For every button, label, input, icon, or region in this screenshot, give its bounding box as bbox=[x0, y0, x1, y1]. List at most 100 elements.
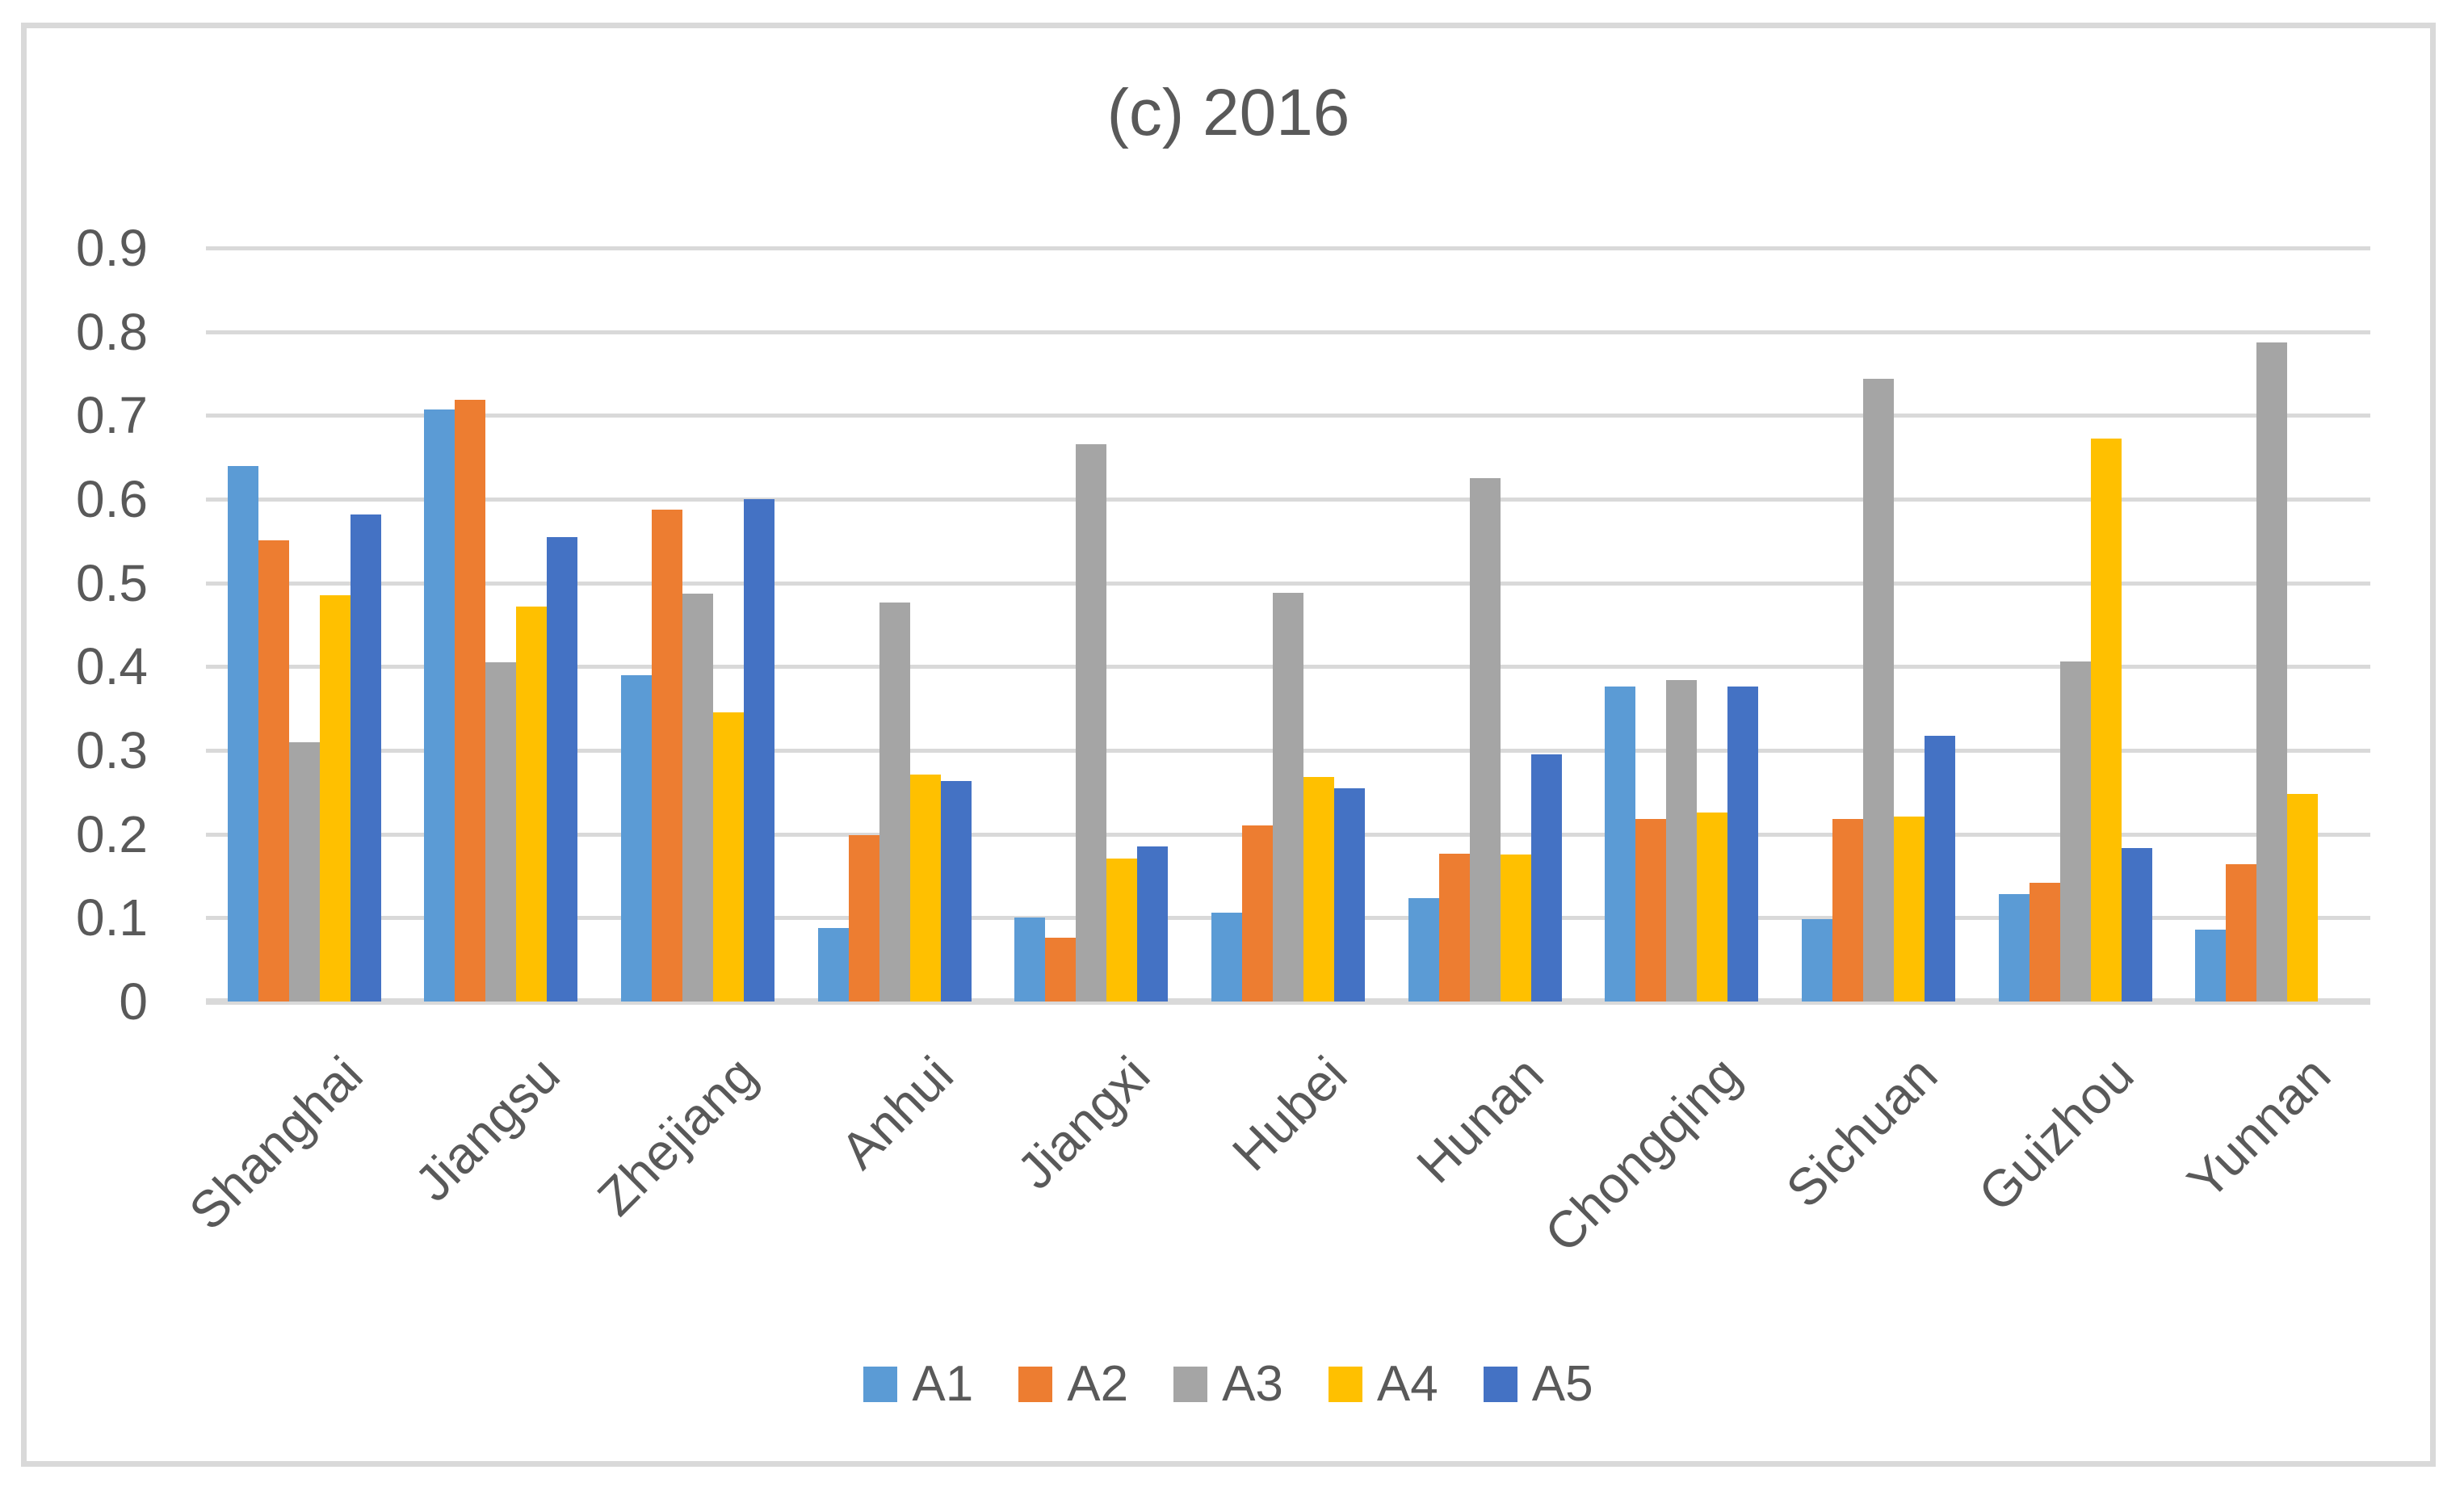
y-axis-tick-label: 0.6 bbox=[76, 470, 148, 528]
y-axis-tick-label: 0.3 bbox=[76, 721, 148, 779]
bar-A1-Hunan bbox=[1408, 898, 1439, 1002]
x-axis-category-label: Sichuan bbox=[1774, 1045, 1949, 1219]
gridline bbox=[206, 581, 2370, 586]
bar-A4-Hubei bbox=[1303, 777, 1334, 1002]
bar-A5-Anhui bbox=[940, 781, 972, 1002]
bar-A4-Shanghai bbox=[319, 595, 351, 1002]
x-axis-category-label: Yunnan bbox=[2176, 1045, 2342, 1211]
bar-A3-Guizhou bbox=[2059, 661, 2091, 1002]
x-axis-category-label: Chongqing bbox=[1533, 1045, 1752, 1263]
bar-A5-Guizhou bbox=[2121, 848, 2152, 1002]
bar-A5-Hunan bbox=[1530, 754, 1562, 1002]
bar-A5-Shanghai bbox=[350, 514, 381, 1002]
bar-A1-Chongqing bbox=[1605, 687, 1636, 1002]
bar-A5-Chongqing bbox=[1727, 687, 1759, 1002]
y-axis-tick-label: 0.2 bbox=[76, 804, 148, 863]
bar-A2-Chongqing bbox=[1635, 819, 1667, 1002]
legend-label-A5: A5 bbox=[1531, 1356, 1593, 1412]
bar-A1-Anhui bbox=[817, 928, 849, 1002]
plot-area bbox=[206, 246, 2370, 1005]
bar-A4-Chongqing bbox=[1697, 813, 1728, 1002]
legend-label-A2: A2 bbox=[1067, 1356, 1129, 1412]
bar-A3-Chongqing bbox=[1666, 680, 1698, 1002]
bar-A3-Shanghai bbox=[288, 742, 320, 1002]
y-axis-tick-label: 0.9 bbox=[76, 219, 148, 277]
bar-A1-Yunnan bbox=[2195, 930, 2227, 1002]
bar-A3-Hubei bbox=[1273, 593, 1303, 1002]
y-axis-tick-label: 0.7 bbox=[76, 386, 148, 445]
bar-A1-Zhejiang bbox=[621, 675, 653, 1002]
chart-figure: (c) 2016 0.9 0.8 0.7 0.6 0.5 0.4 0.3 0.2 0.1 0 Sh… bbox=[21, 23, 2436, 1467]
bar-A4-Sichuan bbox=[1893, 817, 1925, 1002]
bar-A1-Sichuan bbox=[1801, 919, 1832, 1002]
y-axis-tick-label: 0.1 bbox=[76, 888, 148, 947]
chart-title: (c) 2016 bbox=[1106, 76, 1350, 149]
bar-A2-Zhejiang bbox=[652, 510, 683, 1002]
legend-item-A3[interactable]: A3 bbox=[1173, 1359, 1283, 1409]
legend-swatch-A3-icon bbox=[1173, 1367, 1208, 1402]
y-axis-tick-label: 0.4 bbox=[76, 637, 148, 696]
gridline bbox=[206, 414, 2370, 418]
x-axis-line bbox=[206, 998, 2370, 1005]
y-axis-tick-label: 0 bbox=[119, 972, 148, 1031]
bar-A4-Anhui bbox=[909, 775, 941, 1002]
legend: A1 A2 A3 A4 A5 bbox=[27, 1359, 2430, 1409]
bar-A1-Jiangxi bbox=[1014, 918, 1046, 1002]
bar-A5-Hubei bbox=[1334, 788, 1365, 1002]
bar-A5-Zhejiang bbox=[744, 499, 775, 1002]
bar-A3-Yunnan bbox=[2256, 342, 2288, 1002]
bar-A1-Guizhou bbox=[1998, 894, 2030, 1002]
legend-swatch-A1-icon bbox=[863, 1367, 898, 1402]
bar-A2-Sichuan bbox=[1832, 819, 1863, 1002]
legend-swatch-A2-icon bbox=[1018, 1367, 1053, 1402]
gridline bbox=[206, 330, 2370, 334]
bar-A2-Hunan bbox=[1438, 854, 1470, 1002]
bar-A2-Shanghai bbox=[258, 540, 289, 1002]
bar-A3-Sichuan bbox=[1862, 379, 1894, 1002]
bar-A3-Jiangsu bbox=[485, 662, 517, 1002]
x-axis-category-label: Hubei bbox=[1220, 1045, 1358, 1182]
bar-A3-Hunan bbox=[1469, 478, 1501, 1002]
x-axis-category-label: Anhui bbox=[829, 1045, 964, 1180]
x-axis-category-label: Guizhou bbox=[1967, 1045, 2145, 1223]
bar-A3-Jiangxi bbox=[1076, 444, 1107, 1002]
bar-A1-Hubei bbox=[1211, 913, 1242, 1002]
bar-A5-Jiangsu bbox=[547, 537, 578, 1002]
bar-A2-Jiangxi bbox=[1045, 938, 1077, 1002]
bar-A2-Yunnan bbox=[2226, 864, 2257, 1002]
bar-A4-Yunnan bbox=[2287, 794, 2319, 1002]
legend-item-A1[interactable]: A1 bbox=[863, 1359, 973, 1409]
legend-label-A4: A4 bbox=[1376, 1356, 1438, 1412]
bar-A2-Anhui bbox=[848, 835, 879, 1002]
bar-A3-Anhui bbox=[879, 603, 910, 1002]
legend-label-A1: A1 bbox=[912, 1356, 974, 1412]
x-axis-category-label: Jiangsu bbox=[403, 1045, 571, 1213]
bar-A5-Sichuan bbox=[1924, 736, 1955, 1002]
gridline bbox=[206, 498, 2370, 502]
bar-A2-Jiangsu bbox=[455, 400, 486, 1002]
legend-item-A4[interactable]: A4 bbox=[1328, 1356, 1438, 1412]
y-axis-tick-label: 0.5 bbox=[76, 553, 148, 612]
legend-item-A5[interactable]: A5 bbox=[1483, 1356, 1593, 1412]
gridline bbox=[206, 246, 2370, 250]
bar-A1-Jiangsu bbox=[424, 409, 455, 1002]
bar-A4-Guizhou bbox=[2090, 439, 2122, 1002]
x-axis-category-label: Shanghai bbox=[178, 1045, 374, 1241]
x-axis-category-label: Zhejiang bbox=[586, 1045, 768, 1227]
bar-A4-Jiangsu bbox=[516, 607, 548, 1002]
bar-A1-Shanghai bbox=[227, 466, 258, 1002]
bar-A4-Hunan bbox=[1500, 855, 1531, 1002]
bar-A2-Hubei bbox=[1242, 825, 1273, 1002]
bar-A2-Guizhou bbox=[2029, 883, 2060, 1002]
bar-A5-Jiangxi bbox=[1137, 846, 1169, 1002]
legend-label-A3: A3 bbox=[1222, 1356, 1283, 1412]
legend-swatch-A5-icon bbox=[1483, 1367, 1517, 1402]
y-axis-tick-label: 0.8 bbox=[76, 302, 148, 361]
bar-A4-Zhejiang bbox=[713, 712, 745, 1002]
x-axis-category-label: Jiangxi bbox=[1005, 1045, 1161, 1200]
legend-item-A2[interactable]: A2 bbox=[1018, 1359, 1128, 1409]
bar-A4-Jiangxi bbox=[1106, 859, 1138, 1002]
bar-A3-Zhejiang bbox=[682, 594, 714, 1002]
x-axis-category-label: Hunan bbox=[1405, 1045, 1555, 1195]
legend-swatch-A4-icon bbox=[1328, 1367, 1362, 1402]
